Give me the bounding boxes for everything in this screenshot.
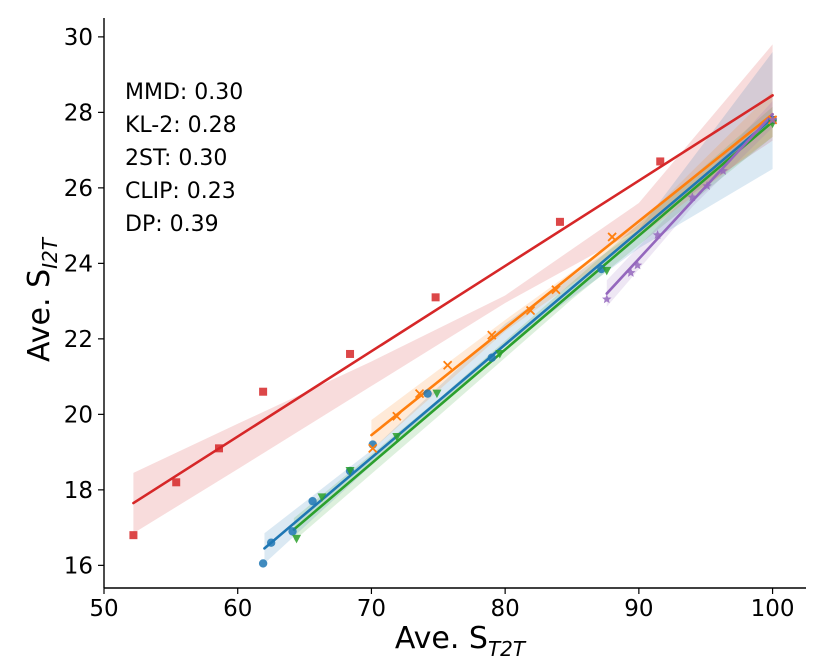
fit-line-dp — [605, 112, 774, 295]
point-clip-7 — [607, 232, 617, 242]
y-tick-label-30: 30 — [64, 25, 93, 51]
annotation-kl2: KL-2: 0.28 — [125, 113, 237, 138]
y-tick-label-18: 18 — [64, 478, 93, 504]
x-tick-label-70: 70 — [357, 596, 386, 622]
point-dp-6 — [718, 165, 728, 175]
x-tick-label-90: 90 — [624, 596, 653, 622]
y-axis-label: Ave. SI2T — [22, 236, 62, 362]
regression-lines — [132, 94, 774, 550]
point-mmd-7 — [656, 157, 665, 166]
band-clip — [371, 91, 773, 451]
point-2st-2 — [345, 466, 355, 476]
point-dp-7 — [767, 114, 778, 124]
point-2st-4 — [432, 389, 442, 399]
annotation-mmd: MMD: 0.30 — [125, 80, 243, 105]
band-kl2 — [264, 51, 773, 564]
annotation-clip: CLIP: 0.23 — [125, 179, 236, 204]
point-2st-6 — [602, 266, 612, 276]
point-2st-1 — [317, 493, 327, 502]
fit-line-2st — [292, 120, 774, 531]
point-kl2-7 — [487, 353, 496, 362]
x-ticks: 50 60 70 80 90 100 — [89, 588, 795, 622]
point-clip-3 — [443, 360, 453, 370]
point-dp-1 — [626, 267, 636, 277]
point-mmd-1 — [172, 478, 181, 487]
x-tick-label-100: 100 — [751, 596, 795, 622]
point-clip-6 — [551, 285, 561, 295]
point-mmd-5 — [431, 293, 440, 302]
fit-line-kl2 — [263, 116, 774, 550]
band-mmd — [133, 44, 773, 534]
x-tick-label-60: 60 — [223, 596, 252, 622]
y-tick-label-28: 28 — [64, 100, 93, 126]
point-mmd-6 — [555, 217, 564, 226]
point-2st-0 — [292, 534, 302, 544]
point-clip-2 — [414, 388, 425, 399]
point-clip-4 — [487, 330, 497, 340]
point-dp-4 — [687, 192, 698, 202]
point-kl2-0 — [258, 559, 268, 568]
point-mmd-4 — [346, 349, 355, 358]
fit-line-clip — [370, 112, 774, 437]
x-axis-label: Ave. ST2T — [395, 621, 527, 661]
point-kl2-1 — [266, 538, 276, 547]
metric-annotations: MMD: 0.30 KL-2: 0.28 2ST: 0.30 CLIP: 0.2… — [125, 80, 243, 237]
y-tick-label-26: 26 — [64, 176, 93, 202]
point-2st-5 — [495, 349, 505, 359]
fit-line-mmd — [132, 94, 774, 505]
y-tick-label-20: 20 — [64, 402, 93, 428]
y-tick-label-24: 24 — [64, 251, 93, 277]
annotation-2st: 2ST: 0.30 — [125, 146, 227, 171]
band-2st — [293, 106, 773, 541]
point-mmd-2 — [214, 444, 223, 453]
point-kl2-2 — [288, 527, 297, 536]
x-tick-label-50: 50 — [89, 596, 118, 622]
x-tick-label-80: 80 — [491, 596, 520, 622]
axes — [103, 18, 806, 589]
point-dp-2 — [632, 260, 643, 270]
point-clip-5 — [525, 305, 536, 316]
y-tick-label-22: 22 — [64, 327, 93, 353]
annotation-dp: DP: 0.39 — [125, 212, 219, 237]
point-clip-0 — [368, 443, 378, 453]
y-tick-label-16: 16 — [64, 553, 93, 579]
point-clip-1 — [392, 411, 402, 421]
y-ticks: 16 18 20 22 24 26 28 30 — [64, 25, 104, 579]
data-points — [129, 114, 778, 568]
point-2st-3 — [392, 433, 402, 442]
point-mmd-0 — [129, 531, 138, 540]
point-kl2-6 — [423, 389, 432, 398]
point-mmd-3 — [259, 387, 268, 396]
point-dp-0 — [602, 294, 612, 304]
point-dp-5 — [702, 180, 712, 191]
point-dp-3 — [652, 230, 663, 240]
point-kl2-3 — [308, 496, 317, 506]
